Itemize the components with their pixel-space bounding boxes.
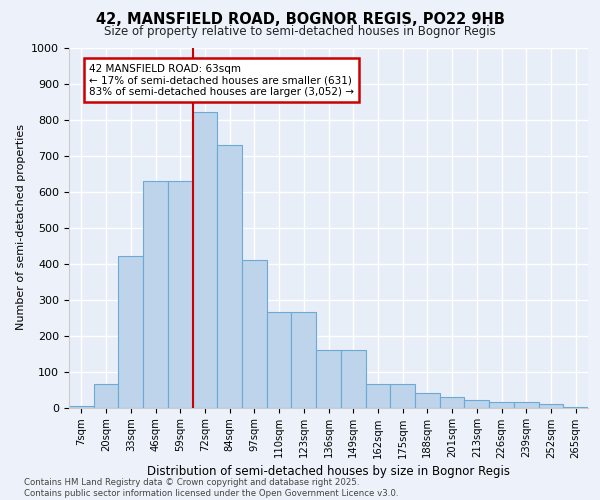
Bar: [267, 312, 292, 408]
Bar: [217, 144, 242, 408]
Bar: [539, 404, 563, 407]
Bar: [440, 396, 464, 407]
X-axis label: Distribution of semi-detached houses by size in Bognor Regis: Distribution of semi-detached houses by …: [147, 464, 510, 477]
Bar: [94, 384, 118, 407]
Bar: [143, 180, 168, 408]
Bar: [242, 260, 267, 408]
Bar: [69, 406, 94, 407]
Bar: [118, 256, 143, 408]
Text: Size of property relative to semi-detached houses in Bognor Regis: Size of property relative to semi-detach…: [104, 25, 496, 38]
Bar: [514, 402, 539, 407]
Bar: [365, 384, 390, 407]
Text: Contains HM Land Registry data © Crown copyright and database right 2025.
Contai: Contains HM Land Registry data © Crown c…: [24, 478, 398, 498]
Bar: [341, 350, 365, 408]
Bar: [292, 312, 316, 408]
Text: 42, MANSFIELD ROAD, BOGNOR REGIS, PO22 9HB: 42, MANSFIELD ROAD, BOGNOR REGIS, PO22 9…: [95, 12, 505, 28]
Bar: [464, 400, 489, 407]
Bar: [489, 402, 514, 407]
Y-axis label: Number of semi-detached properties: Number of semi-detached properties: [16, 124, 26, 330]
Bar: [415, 393, 440, 407]
Bar: [193, 112, 217, 408]
Bar: [390, 384, 415, 407]
Bar: [563, 407, 588, 408]
Bar: [168, 180, 193, 408]
Text: 42 MANSFIELD ROAD: 63sqm
← 17% of semi-detached houses are smaller (631)
83% of : 42 MANSFIELD ROAD: 63sqm ← 17% of semi-d…: [89, 64, 354, 97]
Bar: [316, 350, 341, 408]
